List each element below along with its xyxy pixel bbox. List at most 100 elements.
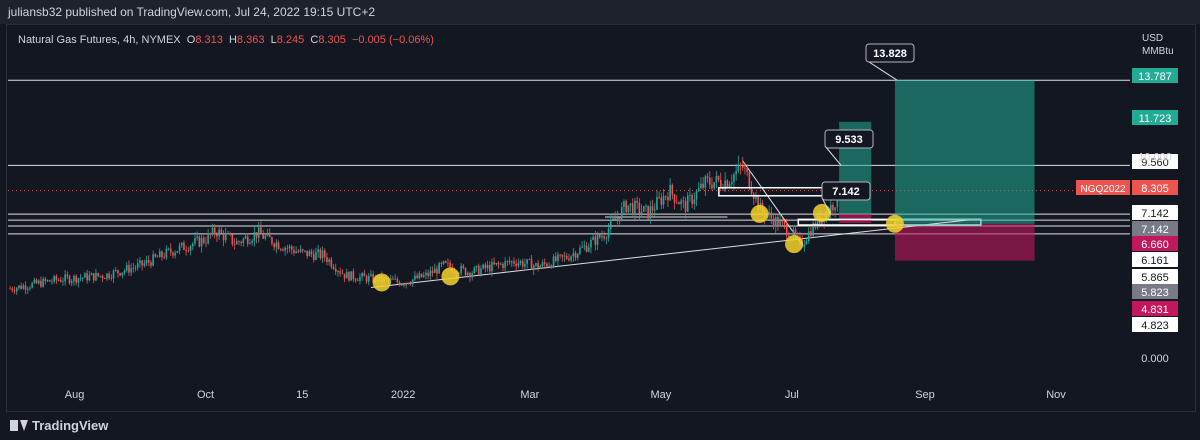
x-tick-label: Oct bbox=[197, 389, 214, 401]
candle-body bbox=[361, 273, 363, 277]
candle-body bbox=[513, 261, 515, 264]
price-badge bbox=[1132, 269, 1178, 284]
candle-body bbox=[543, 262, 546, 264]
price-badge-label: 11.723 bbox=[1139, 113, 1172, 125]
candle-body bbox=[90, 273, 93, 276]
candle-body bbox=[55, 276, 58, 281]
candle-body bbox=[422, 274, 425, 278]
candle-body bbox=[733, 174, 735, 183]
price-badge bbox=[1132, 154, 1178, 169]
candle-body bbox=[488, 264, 491, 272]
candle-body bbox=[262, 234, 264, 239]
candle-body bbox=[807, 231, 810, 242]
x-tick-label: Mar bbox=[520, 389, 539, 401]
candle-body bbox=[625, 201, 627, 212]
candle-body bbox=[447, 262, 449, 264]
candle-body bbox=[143, 263, 146, 266]
candle-body bbox=[572, 253, 575, 257]
open-label: O bbox=[186, 34, 196, 46]
high-value: 8.363 bbox=[236, 34, 265, 46]
candle-body bbox=[409, 283, 412, 285]
candle-body bbox=[484, 264, 487, 269]
candle-body bbox=[777, 216, 779, 227]
low-value: 8.245 bbox=[276, 34, 305, 46]
candle-body bbox=[59, 280, 62, 282]
currency-unit[interactable]: USD MMBtu bbox=[1142, 32, 1174, 58]
candle-body bbox=[128, 265, 130, 273]
candle-body bbox=[136, 263, 139, 268]
candle-body bbox=[75, 275, 77, 283]
price-badge bbox=[1132, 301, 1178, 316]
candle-body bbox=[134, 267, 137, 269]
candle-body bbox=[9, 288, 11, 290]
candle-body bbox=[475, 265, 478, 268]
candle-body bbox=[343, 273, 346, 279]
tradingview-logo[interactable]: TradingView bbox=[10, 418, 108, 433]
candle-body bbox=[257, 227, 260, 238]
candle-body bbox=[392, 278, 394, 280]
candle-body bbox=[530, 259, 533, 271]
candle-body bbox=[810, 231, 812, 236]
candle-body bbox=[304, 250, 306, 252]
candle-body bbox=[618, 217, 621, 221]
candle-body bbox=[436, 268, 438, 274]
candle-body bbox=[73, 275, 75, 282]
candle-body bbox=[717, 176, 720, 180]
candle-body bbox=[286, 247, 289, 249]
candle-body bbox=[788, 235, 790, 237]
candle-body bbox=[174, 252, 176, 256]
candle-body bbox=[317, 249, 319, 253]
candle-body bbox=[605, 237, 608, 239]
candle-body bbox=[700, 183, 702, 189]
candle-body bbox=[675, 202, 678, 204]
candle-body bbox=[288, 246, 291, 249]
candle-body bbox=[185, 250, 187, 251]
price-badge bbox=[1132, 68, 1178, 83]
candle-body bbox=[464, 267, 467, 276]
candle-body bbox=[26, 288, 29, 290]
candle-body bbox=[429, 270, 432, 277]
footer-bar: TradingView bbox=[0, 412, 1200, 440]
candle-body bbox=[396, 278, 399, 283]
candle-body bbox=[341, 273, 344, 275]
candle-body bbox=[222, 232, 225, 241]
candle-body bbox=[601, 236, 603, 238]
candle-body bbox=[114, 270, 117, 271]
candle-body bbox=[781, 220, 784, 222]
price-badge-label: 7.142 bbox=[1141, 208, 1169, 220]
candle-body bbox=[246, 236, 249, 244]
rising-trendline bbox=[370, 218, 977, 288]
candle-body bbox=[205, 242, 207, 244]
candle-body bbox=[741, 165, 744, 168]
candle-body bbox=[548, 265, 550, 267]
stop-zone bbox=[894, 223, 1035, 261]
candle-body bbox=[726, 180, 729, 188]
candle-body bbox=[178, 245, 181, 252]
callout-pointer bbox=[824, 145, 842, 166]
candle-body bbox=[411, 279, 414, 285]
symbol-name: Natural Gas Futures, 4h, NYMEX bbox=[18, 34, 181, 46]
candle-body bbox=[176, 251, 179, 253]
candle-body bbox=[350, 271, 352, 281]
candle-body bbox=[66, 274, 69, 277]
candle-body bbox=[334, 268, 337, 272]
candle-body bbox=[691, 195, 693, 204]
candle-body bbox=[249, 242, 251, 244]
candle-body bbox=[77, 278, 80, 283]
highlight-marker bbox=[750, 204, 769, 223]
candle-body bbox=[607, 228, 610, 238]
symbol-tag bbox=[1076, 180, 1130, 195]
candle-body bbox=[260, 227, 262, 235]
x-tick-label: Jul bbox=[785, 389, 799, 401]
candle-body bbox=[651, 206, 654, 211]
callout-label: 9.533 bbox=[835, 134, 863, 146]
candle-body bbox=[251, 240, 253, 243]
highlight-marker bbox=[885, 214, 904, 233]
candle-body bbox=[794, 229, 797, 236]
candle-body bbox=[552, 256, 555, 268]
candle-body bbox=[660, 197, 663, 205]
candle-body bbox=[442, 261, 445, 264]
candle-body bbox=[480, 268, 482, 275]
price-badge bbox=[1132, 317, 1178, 332]
